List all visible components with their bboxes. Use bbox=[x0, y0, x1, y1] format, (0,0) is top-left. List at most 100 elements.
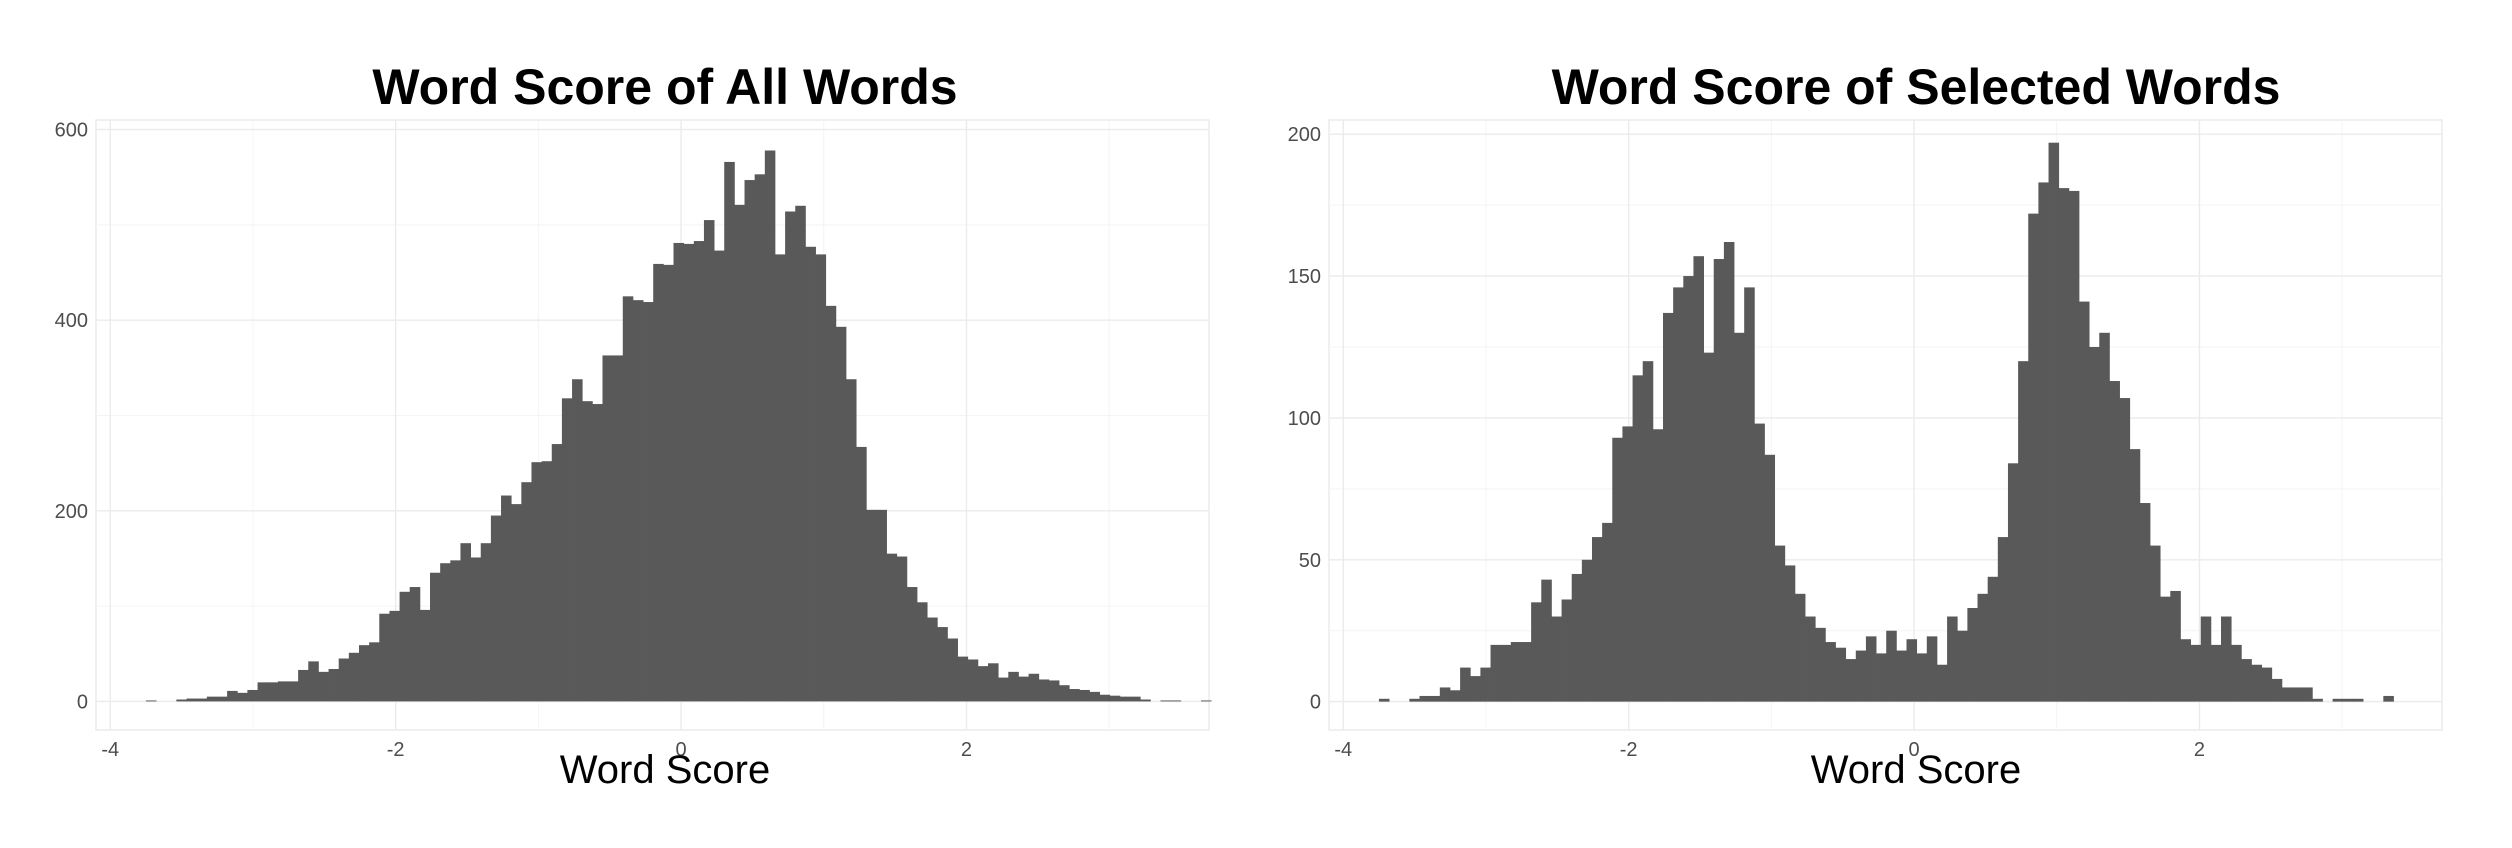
histogram-bar bbox=[1622, 426, 1633, 702]
histogram-bar bbox=[2231, 644, 2242, 702]
histogram-bar bbox=[947, 638, 958, 702]
histogram-bar bbox=[358, 645, 370, 702]
histogram-bar bbox=[1906, 639, 1918, 702]
histogram-bar bbox=[521, 482, 532, 702]
histogram-bar bbox=[1886, 630, 1897, 702]
histogram-bar bbox=[998, 677, 1009, 702]
histogram-bar bbox=[490, 515, 502, 702]
histogram-bar bbox=[1805, 616, 1816, 702]
histogram-bar bbox=[795, 205, 806, 702]
histogram-bar bbox=[2383, 695, 2394, 702]
histogram-bar bbox=[825, 305, 837, 702]
histogram-bar bbox=[2180, 639, 2191, 702]
histogram-bar bbox=[561, 398, 573, 702]
histogram-bar bbox=[267, 682, 279, 702]
histogram-bar bbox=[2342, 698, 2354, 702]
histogram-bar bbox=[1079, 689, 1090, 702]
histogram-bar bbox=[1642, 361, 1654, 702]
histogram-bar bbox=[531, 462, 543, 702]
histogram-bar bbox=[1876, 653, 1887, 702]
histogram-bar bbox=[714, 250, 725, 702]
histogram-bar bbox=[764, 150, 776, 702]
histogram-bar bbox=[1926, 636, 1938, 702]
histogram-bar bbox=[511, 504, 522, 702]
histogram-bar bbox=[1130, 696, 1141, 702]
histogram-bar bbox=[1632, 375, 1644, 702]
histogram-bar bbox=[1099, 694, 1111, 702]
x-tick-label: 0 bbox=[1908, 739, 1919, 761]
y-tick-label: 200 bbox=[55, 501, 88, 523]
plot-border bbox=[1328, 119, 2443, 731]
plot-border bbox=[95, 119, 1210, 731]
histogram-bar bbox=[1947, 616, 1958, 702]
histogram-bar bbox=[1916, 653, 1928, 702]
histogram-bar bbox=[247, 689, 258, 702]
x-tick-label: -2 bbox=[1620, 739, 1638, 761]
histogram-bar bbox=[744, 180, 756, 702]
histogram-bar bbox=[2190, 644, 2202, 702]
histogram-bar bbox=[430, 572, 441, 702]
histogram-bar bbox=[1048, 680, 1060, 702]
histogram-bar bbox=[2271, 678, 2283, 702]
histogram-bar bbox=[1551, 616, 1562, 702]
histogram-bar bbox=[2241, 659, 2252, 702]
histogram-bar bbox=[2058, 188, 2070, 702]
histogram-bar bbox=[1713, 259, 1725, 702]
chart-panel-all-words: Word Score of All Words 0 200 400 600 -4 -2 0 2… bbox=[0, 0, 1240, 848]
histogram-bar bbox=[1581, 559, 1593, 702]
histogram-bar bbox=[2038, 182, 2049, 702]
histogram-bar bbox=[856, 446, 867, 702]
histogram-bar bbox=[2149, 545, 2161, 702]
histogram-bar bbox=[2129, 449, 2141, 702]
histogram-bar bbox=[977, 666, 989, 702]
histogram-bar bbox=[693, 241, 705, 702]
histogram-bar bbox=[1378, 698, 1390, 702]
histogram-bar bbox=[896, 556, 908, 702]
histogram-bar bbox=[379, 613, 390, 702]
histogram-bar bbox=[237, 692, 248, 702]
histogram-bar bbox=[541, 461, 553, 702]
histogram-bar bbox=[1987, 576, 1999, 702]
histogram-bar bbox=[2261, 667, 2273, 702]
histogram-bar bbox=[145, 700, 157, 702]
histogram-bar bbox=[318, 671, 329, 702]
y-tick-label: 600 bbox=[55, 120, 88, 142]
histogram-bar bbox=[369, 642, 380, 702]
histogram-bar bbox=[1896, 650, 1907, 702]
y-tick-label: 100 bbox=[1288, 408, 1321, 430]
histogram-bar bbox=[470, 557, 482, 702]
histogram-bar bbox=[1794, 593, 1806, 702]
chart-panel-selected-words: Word Score of Selected Words 0 50 100 150 20… bbox=[1240, 0, 2512, 848]
histogram-bar bbox=[196, 698, 208, 702]
histogram-bar bbox=[2210, 644, 2222, 702]
histogram-bar bbox=[1591, 537, 1603, 702]
histogram-bar bbox=[2089, 346, 2100, 702]
histogram-bar bbox=[785, 211, 796, 702]
histogram-bar bbox=[1429, 695, 1441, 702]
histogram-bar bbox=[2160, 596, 2171, 702]
chart-title: Word Score of Selected Words bbox=[1551, 59, 2281, 115]
histogram-bar bbox=[602, 355, 614, 702]
histogram-bar bbox=[622, 296, 634, 702]
histogram-bar bbox=[734, 204, 745, 702]
histogram-bar bbox=[1470, 676, 1481, 702]
histogram-bar bbox=[1119, 696, 1131, 702]
histogram-bar bbox=[1683, 276, 1694, 702]
histogram-bar bbox=[937, 627, 948, 702]
histogram-bar bbox=[835, 326, 847, 702]
histogram-bar bbox=[988, 663, 999, 702]
histogram-bar bbox=[1612, 437, 1623, 702]
histogram-bar bbox=[673, 242, 685, 702]
histogram-bar bbox=[1652, 429, 1664, 702]
histogram-bar bbox=[1845, 659, 1857, 702]
histogram-bar bbox=[1028, 673, 1040, 702]
y-tick-label: 50 bbox=[1299, 550, 1321, 572]
histogram-bar bbox=[2332, 698, 2344, 702]
histogram-bar bbox=[643, 302, 654, 702]
histogram-bar bbox=[1977, 593, 1989, 702]
histogram-bar bbox=[227, 690, 238, 702]
histogram-bar bbox=[501, 495, 512, 702]
histogram-bar bbox=[216, 696, 228, 702]
histogram-bar bbox=[1460, 667, 1471, 702]
y-tick-label: 0 bbox=[77, 691, 88, 713]
